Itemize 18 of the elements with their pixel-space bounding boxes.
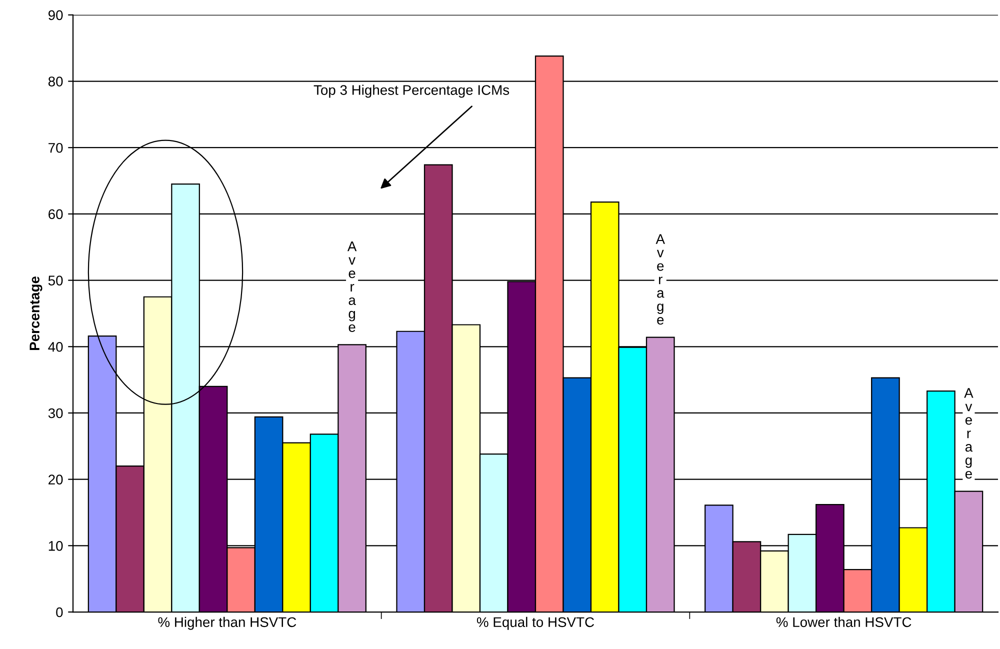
y-tick-label: 50	[48, 276, 63, 286]
y-tick-label: 40	[48, 342, 63, 352]
y-tick-label: 30	[48, 408, 63, 418]
y-tick-label: 10	[48, 541, 63, 551]
y-tick-label: 80	[48, 76, 63, 86]
y-tick-label: 0	[56, 607, 63, 618]
annotation: Average	[964, 388, 974, 479]
y-tick-label: 20	[48, 474, 63, 484]
y-tick-label: 60	[48, 209, 63, 220]
y-tick-label: 70	[48, 142, 63, 153]
y-tick-label: 90	[48, 10, 63, 20]
x-tick-label: % Lower than HSVTC	[776, 616, 912, 628]
annotation: Average	[656, 234, 665, 325]
x-tick-label: % Equal to HSVTC	[476, 616, 594, 630]
annotation: Average	[347, 242, 357, 332]
x-tick-label: % Higher than HSVTC	[158, 616, 296, 630]
y-axis-title: Percentage	[30, 276, 42, 350]
annotation: Top 3 Highest Percentage ICMs	[314, 84, 510, 98]
